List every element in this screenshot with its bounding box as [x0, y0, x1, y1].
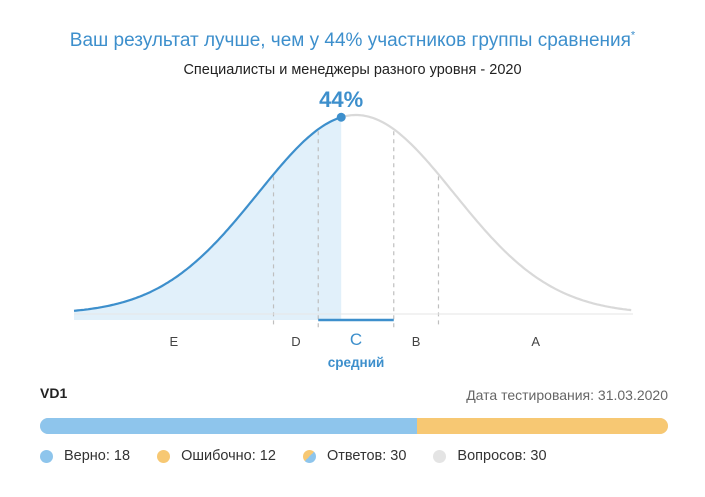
test-date: Дата тестирования: 31.03.2020 [466, 387, 668, 403]
current-band-caption: средний [328, 355, 385, 370]
result-headline: Ваш результат лучше, чем у 44% участнико… [0, 30, 705, 52]
percentile-marker [336, 112, 346, 122]
answers-progress-bar [40, 418, 668, 434]
legend-correct: Верно: 18 [40, 448, 130, 464]
band-label-a: A [531, 334, 540, 349]
test-name: VD1 [40, 385, 68, 401]
legend-answered-label: Ответов: 30 [326, 448, 407, 464]
legend-answered: Ответов: 30 [302, 448, 407, 464]
legend-questions: Вопросов: 30 [433, 448, 547, 464]
correct-dot-icon [40, 449, 53, 463]
answered-dot-icon [302, 449, 316, 463]
percentile-area [74, 117, 342, 320]
wrong-dot-icon [157, 449, 171, 463]
distribution-curve-rest [340, 113, 632, 312]
progress-wrong-segment [416, 418, 668, 434]
questions-dot-icon [433, 449, 447, 463]
legend-correct-label: Верно: 18 [64, 448, 131, 464]
band-label-e: E [169, 334, 178, 349]
test-meta: VD1 Дата тестирования: 31.03.2020 [40, 383, 668, 405]
band-label-b: B [412, 334, 421, 349]
comparison-group-title: Специалисты и менеджеры разного уровня -… [183, 62, 522, 78]
headline-text: Ваш результат лучше, чем у 44% участнико… [69, 30, 631, 51]
footnote-mark: * [630, 29, 636, 42]
distribution-curve-result [73, 116, 341, 312]
legend-questions-label: Вопросов: 30 [457, 448, 547, 464]
band-label-c: C [350, 330, 362, 349]
answers-legend: Верно: 18 Ошибочно: 12 Ответов: 30 Вопро… [40, 446, 574, 466]
band-label-d: D [291, 334, 300, 349]
progress-correct-segment [40, 418, 417, 434]
legend-wrong: Ошибочно: 12 [157, 448, 276, 464]
percentile-label: 44% [319, 87, 363, 112]
legend-wrong-label: Ошибочно: 12 [181, 448, 276, 464]
